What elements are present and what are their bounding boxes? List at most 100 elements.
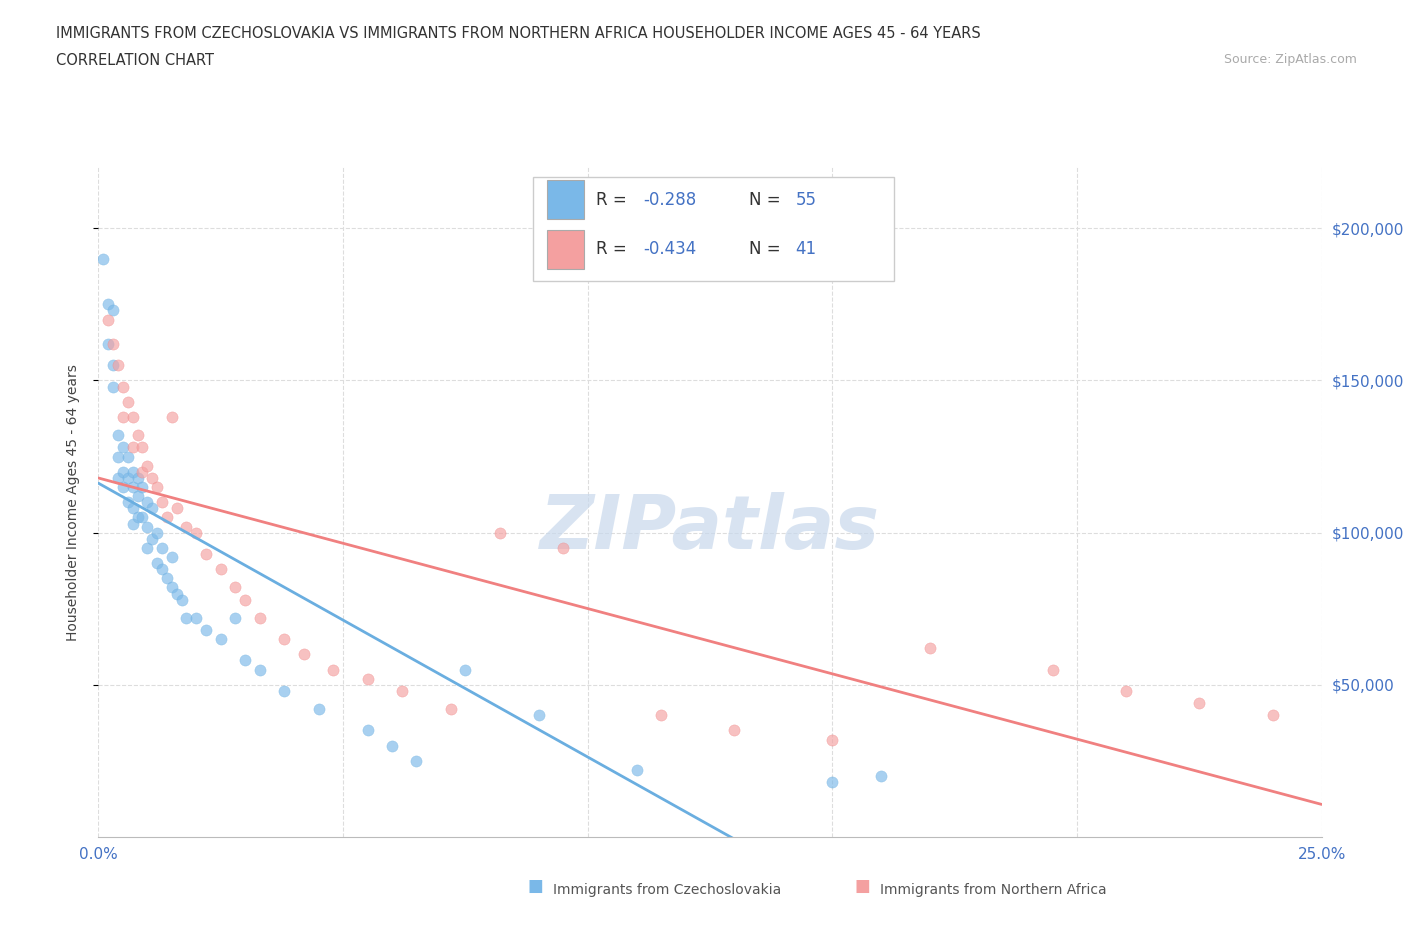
Text: Immigrants from Czechoslovakia: Immigrants from Czechoslovakia: [553, 883, 780, 897]
Point: [127, 510, 149, 525]
Text: 41: 41: [796, 240, 817, 259]
Point: [186, 610, 208, 625]
Point: [249, 610, 271, 625]
Point: [97, 297, 120, 312]
Point: [101, 379, 124, 394]
Point: [650, 708, 672, 723]
Point: [723, 723, 745, 737]
Point: [121, 480, 143, 495]
Point: [176, 519, 198, 534]
Point: [821, 775, 844, 790]
Point: [117, 495, 139, 510]
Point: [920, 641, 942, 656]
Point: [176, 610, 198, 625]
Point: [117, 471, 139, 485]
Point: [626, 763, 648, 777]
Text: -0.434: -0.434: [643, 240, 696, 259]
Point: [308, 702, 330, 717]
Text: R =: R =: [596, 240, 633, 259]
Point: [111, 480, 134, 495]
Point: [121, 464, 143, 479]
Text: R =: R =: [596, 191, 633, 208]
Point: [249, 662, 271, 677]
Point: [224, 580, 246, 595]
Point: [195, 547, 218, 562]
Point: [150, 495, 173, 510]
Point: [273, 631, 295, 646]
Point: [131, 464, 153, 479]
Text: 55: 55: [796, 191, 817, 208]
Point: [101, 337, 124, 352]
Point: [131, 440, 153, 455]
Point: [146, 555, 169, 570]
Point: [1042, 662, 1064, 677]
Point: [150, 540, 173, 555]
Point: [224, 610, 246, 625]
Point: [127, 428, 149, 443]
Point: [166, 586, 188, 601]
Point: [381, 738, 404, 753]
Point: [97, 312, 120, 327]
Text: ■: ■: [527, 877, 543, 895]
Text: CORRELATION CHART: CORRELATION CHART: [56, 53, 214, 68]
Point: [233, 592, 256, 607]
Point: [117, 394, 139, 409]
Point: [141, 531, 163, 546]
Point: [870, 769, 893, 784]
Point: [160, 580, 183, 595]
Point: [91, 251, 114, 266]
Point: [101, 358, 124, 373]
Point: [156, 510, 179, 525]
Point: [170, 592, 193, 607]
Point: [121, 516, 143, 531]
Point: [107, 471, 129, 485]
Point: [136, 540, 159, 555]
Point: [454, 662, 477, 677]
Point: [160, 409, 183, 424]
Point: [156, 571, 179, 586]
Point: [166, 501, 188, 516]
Point: [233, 653, 256, 668]
Point: [107, 449, 129, 464]
Point: [111, 409, 134, 424]
Point: [146, 480, 169, 495]
Point: [111, 464, 134, 479]
Point: [391, 684, 413, 698]
FancyBboxPatch shape: [547, 180, 583, 219]
Point: [101, 303, 124, 318]
Point: [440, 702, 463, 717]
Point: [141, 501, 163, 516]
Point: [1115, 684, 1137, 698]
Point: [136, 458, 159, 473]
Point: [121, 440, 143, 455]
Point: [146, 525, 169, 540]
Point: [121, 501, 143, 516]
Point: [356, 723, 378, 737]
Point: [405, 753, 427, 768]
Point: [131, 480, 153, 495]
Point: [160, 550, 183, 565]
Point: [150, 562, 173, 577]
Point: [107, 428, 129, 443]
Point: [1261, 708, 1284, 723]
Point: [117, 449, 139, 464]
Point: [136, 495, 159, 510]
Point: [127, 488, 149, 503]
Point: [97, 337, 120, 352]
Point: [821, 732, 844, 747]
FancyBboxPatch shape: [533, 178, 893, 281]
Text: Immigrants from Northern Africa: Immigrants from Northern Africa: [880, 883, 1107, 897]
Point: [195, 622, 218, 637]
Point: [1188, 696, 1211, 711]
Point: [107, 358, 129, 373]
Point: [136, 519, 159, 534]
Y-axis label: Householder Income Ages 45 - 64 years: Householder Income Ages 45 - 64 years: [66, 364, 80, 641]
Text: N =: N =: [749, 240, 786, 259]
Point: [553, 540, 575, 555]
Text: ZIPatlas: ZIPatlas: [540, 493, 880, 565]
Text: N =: N =: [749, 191, 786, 208]
Text: IMMIGRANTS FROM CZECHOSLOVAKIA VS IMMIGRANTS FROM NORTHERN AFRICA HOUSEHOLDER IN: IMMIGRANTS FROM CZECHOSLOVAKIA VS IMMIGR…: [56, 26, 981, 41]
Point: [111, 379, 134, 394]
Point: [141, 471, 163, 485]
Point: [209, 631, 232, 646]
